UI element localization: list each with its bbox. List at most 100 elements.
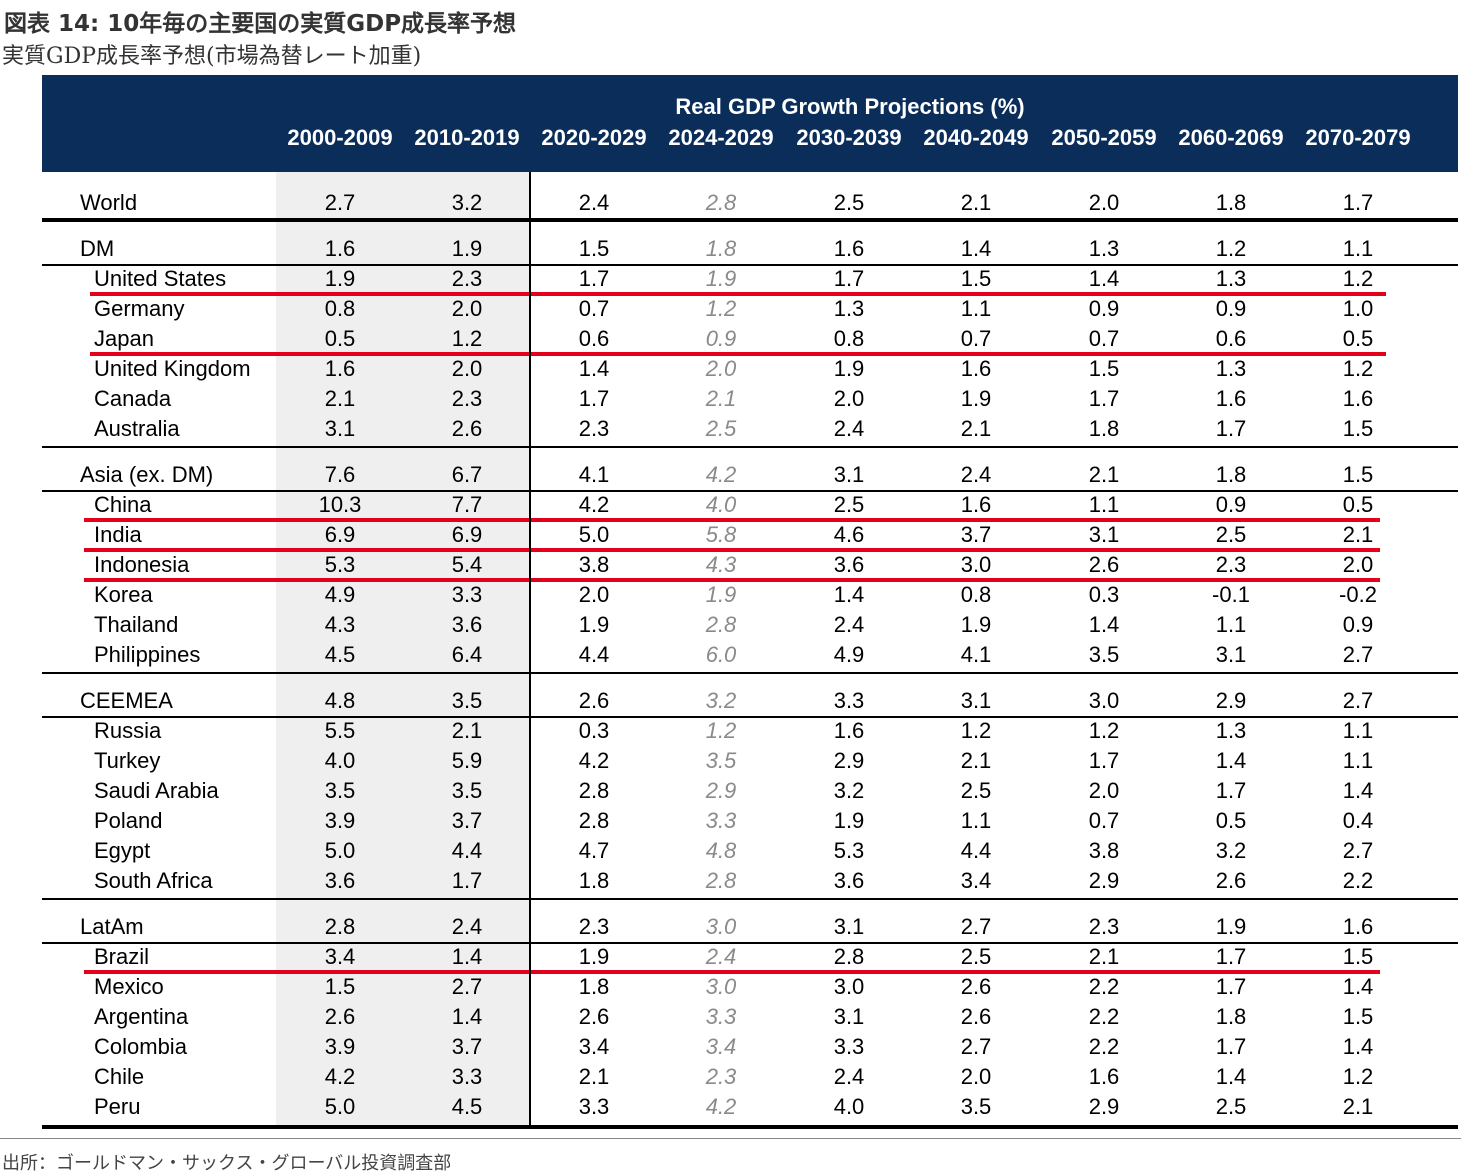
value-cell: 1.1 xyxy=(1215,612,1247,637)
country-row: Japan 0.5 1.2 0.6 0.9 0.8 0.7 0.7 0.6 0.5 xyxy=(0,326,1461,356)
value-cell: 3.0 xyxy=(960,552,992,577)
value-cell: 4.0 xyxy=(324,748,356,773)
value-cell: 0.9 xyxy=(1215,492,1247,517)
region-label: CEEMEA xyxy=(80,688,173,713)
value-cell: 2.5 xyxy=(833,190,865,215)
country-row: United States 1.9 2.3 1.7 1.9 1.7 1.5 1.4 1.3 1.2 xyxy=(0,266,1461,296)
country-label: Mexico xyxy=(94,974,164,999)
value-cell: 3.9 xyxy=(324,808,356,833)
value-cell: 2.1 xyxy=(578,1064,610,1089)
country-row: South Africa 3.6 1.7 1.8 2.8 3.6 3.4 2.9 2.6 2.2 xyxy=(0,868,1461,898)
figure-subtitle: 実質GDP成長率予想(市場為替レート加重) xyxy=(2,44,422,69)
value-cell: 2.1 xyxy=(705,386,737,411)
column-header: 2040-2049 xyxy=(923,125,1029,150)
value-cell: 1.7 xyxy=(1215,974,1247,999)
value-cell: 2.6 xyxy=(451,416,483,441)
value-cell: 1.4 xyxy=(451,944,483,969)
value-cell: 5.0 xyxy=(324,838,356,863)
value-cell: 1.4 xyxy=(960,236,992,261)
value-cell: 1.5 xyxy=(578,236,610,261)
value-cell: 2.6 xyxy=(960,1004,992,1029)
value-cell: 1.1 xyxy=(960,808,992,833)
country-label: India xyxy=(94,522,142,547)
value-cell: 2.5 xyxy=(960,944,992,969)
value-cell: 1.6 xyxy=(1342,386,1374,411)
value-cell: 0.7 xyxy=(578,296,610,321)
column-header: 2050-2059 xyxy=(1051,125,1157,150)
column-header: 2000-2009 xyxy=(287,125,393,150)
country-label: China xyxy=(94,492,152,517)
value-cell: 0.5 xyxy=(324,326,356,351)
value-cell: 0.8 xyxy=(324,296,356,321)
source-note: 出所：ゴールドマン・サックス・グローバル投資調査部 xyxy=(2,1153,452,1174)
value-cell: 2.8 xyxy=(705,868,737,893)
value-cell: 1.2 xyxy=(451,326,483,351)
value-cell: 2.2 xyxy=(1342,868,1374,893)
highlight-underline xyxy=(84,518,1380,522)
value-cell: 1.2 xyxy=(1342,356,1374,381)
value-cell: 2.6 xyxy=(1215,868,1247,893)
value-cell: 1.4 xyxy=(833,582,865,607)
value-cell: 3.3 xyxy=(705,808,737,833)
country-row: Brazil 3.4 1.4 1.9 2.4 2.8 2.5 2.1 1.7 1.5 xyxy=(0,944,1461,974)
value-cell: 2.6 xyxy=(578,688,610,713)
value-cell: 3.3 xyxy=(451,582,483,607)
country-label: South Africa xyxy=(94,868,213,893)
value-cell: 0.3 xyxy=(578,718,610,743)
region-label: DM xyxy=(80,236,115,261)
value-cell: 1.1 xyxy=(1342,718,1374,743)
value-cell: 2.5 xyxy=(960,778,992,803)
value-cell: 2.1 xyxy=(960,190,992,215)
value-cell: 4.8 xyxy=(705,838,737,863)
row-rule xyxy=(42,942,1458,944)
value-cell: 4.6 xyxy=(833,522,865,547)
value-cell: 1.4 xyxy=(1215,748,1247,773)
value-cell: 3.5 xyxy=(960,1094,992,1119)
value-cell: 6.4 xyxy=(451,642,483,667)
value-cell: 2.5 xyxy=(1215,1094,1247,1119)
column-header: 2030-2039 xyxy=(796,125,902,150)
value-cell: 1.5 xyxy=(324,974,356,999)
value-cell: 3.1 xyxy=(833,914,865,939)
value-cell: 1.9 xyxy=(324,266,356,291)
value-cell: 2.5 xyxy=(705,416,737,441)
value-cell: 3.3 xyxy=(833,1034,865,1059)
value-cell: 1.3 xyxy=(1215,718,1247,743)
value-cell: 0.6 xyxy=(1215,326,1247,351)
value-cell: 2.8 xyxy=(705,190,737,215)
value-cell: 2.0 xyxy=(960,1064,992,1089)
value-cell: 3.2 xyxy=(1215,838,1247,863)
value-cell: 0.5 xyxy=(1342,492,1374,517)
value-cell: 1.0 xyxy=(1342,296,1374,321)
value-cell: 0.5 xyxy=(1342,326,1374,351)
value-cell: 0.7 xyxy=(960,326,992,351)
value-cell: 2.3 xyxy=(451,386,483,411)
value-cell: 2.0 xyxy=(451,296,483,321)
value-cell: 4.3 xyxy=(705,552,737,577)
value-cell: 1.1 xyxy=(960,296,992,321)
value-cell: 5.9 xyxy=(451,748,483,773)
value-cell: 3.5 xyxy=(451,778,483,803)
value-cell: 1.6 xyxy=(1342,914,1374,939)
row-rule xyxy=(42,898,1458,900)
value-cell: 2.8 xyxy=(578,808,610,833)
value-cell: 0.5 xyxy=(1215,808,1247,833)
value-cell: 4.0 xyxy=(833,1094,865,1119)
value-cell: 1.9 xyxy=(578,944,610,969)
value-cell: 0.4 xyxy=(1342,808,1374,833)
value-cell: 2.9 xyxy=(1088,1094,1120,1119)
value-cell: 0.7 xyxy=(1088,326,1120,351)
country-row: United Kingdom 1.6 2.0 1.4 2.0 1.9 1.6 1.5 1.3 1.… xyxy=(0,356,1461,386)
value-cell: 1.9 xyxy=(578,612,610,637)
value-cell: 2.6 xyxy=(324,1004,356,1029)
value-cell: 3.5 xyxy=(324,778,356,803)
value-cell: 1.9 xyxy=(1215,914,1247,939)
value-cell: 2.0 xyxy=(1342,552,1374,577)
country-row: Korea 4.9 3.3 2.0 1.9 1.4 0.8 0.3 -0.1 -0.2 xyxy=(0,582,1461,612)
country-label: Japan xyxy=(94,326,154,351)
value-cell: 1.4 xyxy=(1088,266,1120,291)
value-cell: 3.1 xyxy=(1215,642,1247,667)
value-cell: 3.8 xyxy=(578,552,610,577)
value-cell: 1.2 xyxy=(1342,266,1374,291)
value-cell: 1.2 xyxy=(1088,718,1120,743)
